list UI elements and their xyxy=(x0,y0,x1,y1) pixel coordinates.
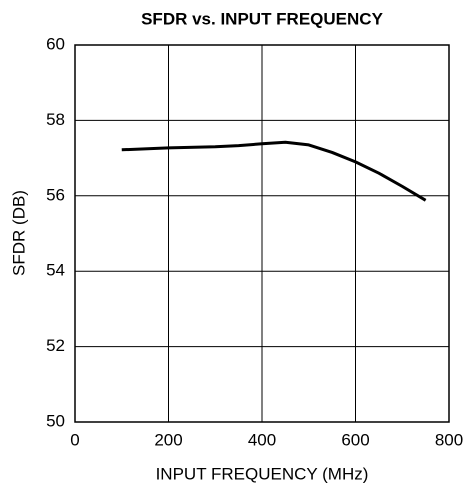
x-tick-label: 200 xyxy=(154,430,182,449)
x-tick-label: 400 xyxy=(248,430,276,449)
y-tick-label: 56 xyxy=(46,185,65,204)
plot-frame xyxy=(74,44,450,423)
y-tick-label: 58 xyxy=(46,110,65,129)
y-tick-label: 54 xyxy=(46,261,65,280)
chart-title: SFDR vs. INPUT FREQUENCY xyxy=(141,9,383,28)
y-tick-label: 52 xyxy=(46,336,65,355)
y-tick-label: 50 xyxy=(46,411,65,430)
line xyxy=(121,140,427,202)
x-tick-label: 600 xyxy=(341,430,369,449)
y-tick-label: 60 xyxy=(46,34,65,53)
x-tick-label: 0 xyxy=(70,430,79,449)
x-tick-label: 800 xyxy=(435,430,463,449)
y-axis-label: SFDR (DB) xyxy=(9,190,28,276)
x-axis-label: INPUT FREQUENCY (MHz) xyxy=(156,464,369,483)
